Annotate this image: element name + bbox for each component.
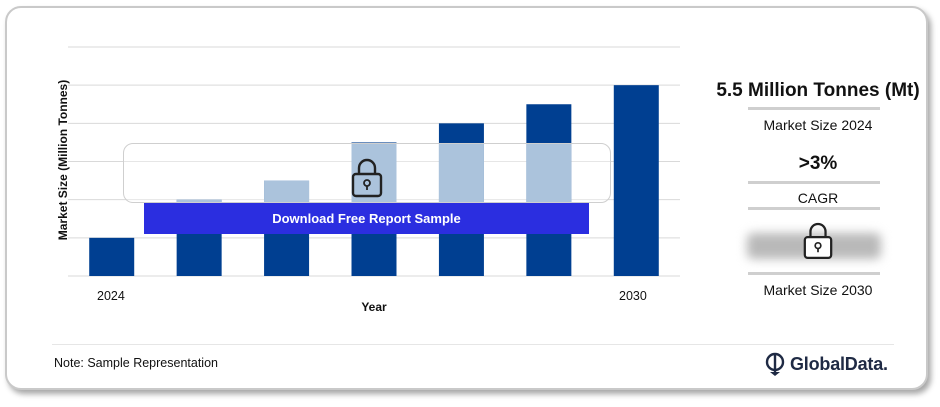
market-size-2030-label: Market Size 2030 — [763, 282, 873, 298]
brand-logo: GlobalData. — [764, 352, 888, 376]
y-axis-label: Market Size (Million Tonnes) — [56, 79, 70, 241]
footnote: Note: Sample Representation — [54, 356, 218, 370]
sample-overlay — [123, 143, 611, 203]
cagr-label: CAGR — [797, 190, 839, 206]
x-tick-first: 2024 — [97, 289, 125, 303]
market-size-label: Market Size 2024 — [763, 117, 873, 133]
bar — [89, 237, 135, 276]
brand-name: GlobalData. — [790, 353, 888, 374]
lock-icon — [351, 158, 383, 198]
x-axis-label: Year — [361, 300, 387, 314]
footer-divider — [52, 344, 894, 345]
x-tick-last: 2030 — [619, 289, 647, 303]
download-sample-button[interactable]: Download Free Report Sample — [144, 203, 589, 234]
divider — [748, 272, 880, 275]
market-size-value: 5.5 Million Tonnes (Mt) — [716, 80, 920, 101]
divider — [748, 181, 880, 184]
globaldata-logo-icon — [765, 352, 785, 376]
divider — [748, 207, 880, 210]
bar — [613, 85, 659, 277]
divider — [748, 107, 880, 110]
cagr-value: >3% — [798, 153, 838, 174]
lock-icon — [803, 222, 833, 260]
